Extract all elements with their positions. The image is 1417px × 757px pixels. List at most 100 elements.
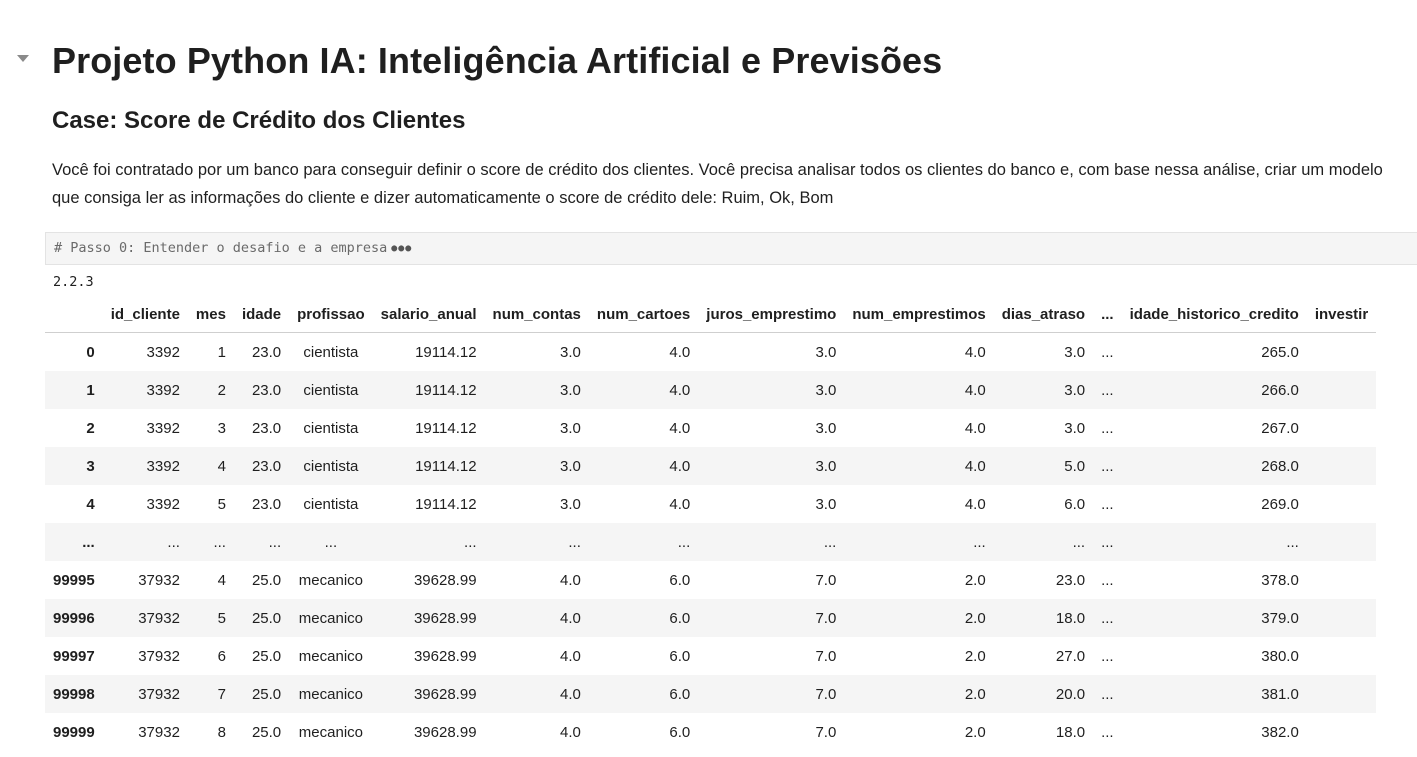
table-cell: 5.0 bbox=[1064, 457, 1086, 475]
row-index: ... bbox=[82, 533, 95, 551]
table-cell: 3.0 bbox=[560, 343, 581, 361]
table-cell: ... bbox=[167, 533, 180, 551]
table-cell: ... bbox=[268, 533, 282, 551]
table-cell: 7.0 bbox=[815, 647, 837, 665]
table-cell: 7.0 bbox=[815, 685, 837, 703]
table-cell: mecanico bbox=[298, 571, 363, 589]
table-cell: 2.0 bbox=[964, 723, 986, 741]
table-cell: 3.0 bbox=[1064, 343, 1086, 361]
table-row: 2 3392 3 23.0 cientista 19114.12 3.0 4.0 3.0 4.0 3… bbox=[45, 409, 1376, 447]
table-row: 99999 37932 8 25.0 mecanico 39628.99 4.0 6.0 7.0… bbox=[45, 713, 1376, 751]
table-cell: ... bbox=[1101, 343, 1114, 361]
table-cell bbox=[1307, 599, 1376, 637]
table-cell: 25.0 bbox=[251, 647, 282, 665]
row-index: 99999 bbox=[53, 723, 95, 741]
table-cell: 267.0 bbox=[1261, 419, 1299, 437]
table-row: 0 3392 1 23.0 cientista 19114.12 3.0 4.0 3.0 4.0 3… bbox=[45, 333, 1376, 372]
table-cell: 23.0 bbox=[251, 381, 282, 399]
table-cell: cientista bbox=[303, 419, 359, 437]
table-cell: 7.0 bbox=[815, 609, 837, 627]
table-cell: 4.0 bbox=[964, 343, 986, 361]
table-cell: ... bbox=[677, 533, 691, 551]
table-cell: 3.0 bbox=[560, 419, 581, 437]
table-cell: 3.0 bbox=[1064, 381, 1086, 399]
column-header: id_cliente bbox=[102, 296, 188, 333]
table-cell: 2.0 bbox=[964, 685, 986, 703]
table-cell: 23.0 bbox=[251, 343, 282, 361]
table-cell: 39628.99 bbox=[413, 571, 477, 589]
table-cell: 19114.12 bbox=[415, 381, 477, 399]
table-cell: ... bbox=[1101, 381, 1114, 399]
column-header: juros_emprestimo bbox=[698, 296, 845, 333]
table-cell: 4.0 bbox=[964, 381, 986, 399]
page-title: Projeto Python IA: Inteligência Artifici… bbox=[52, 40, 943, 81]
table-cell: 266.0 bbox=[1261, 381, 1299, 399]
table-cell: 37932 bbox=[138, 571, 180, 589]
table-cell: 2.0 bbox=[964, 647, 986, 665]
table-cell: 6.0 bbox=[669, 609, 691, 627]
code-cell-text: # Passo 0: Entender o desafio e a empres… bbox=[54, 240, 388, 256]
table-cell: ... bbox=[324, 533, 338, 551]
case-subtitle: Case: Score de Crédito dos Clientes bbox=[52, 107, 466, 134]
table-cell: mecanico bbox=[298, 723, 363, 741]
version-output: 2.2.3 bbox=[53, 274, 94, 290]
table-cell: 20.0 bbox=[1055, 685, 1086, 703]
table-cell: 8 bbox=[217, 723, 226, 741]
table-cell: 23.0 bbox=[251, 419, 282, 437]
table-cell: 381.0 bbox=[1261, 685, 1299, 703]
expand-ellipsis-button[interactable]: ●●● bbox=[391, 243, 413, 254]
table-cell: 2.0 bbox=[964, 609, 986, 627]
table-cell bbox=[1307, 561, 1376, 599]
table-cell: 4.0 bbox=[669, 457, 691, 475]
table-cell: 25.0 bbox=[251, 685, 282, 703]
table-cell: 4.0 bbox=[560, 609, 581, 627]
table-cell: 6.0 bbox=[669, 685, 691, 703]
table-cell bbox=[1307, 675, 1376, 713]
column-header bbox=[45, 296, 103, 333]
table-cell: 3.0 bbox=[815, 495, 837, 513]
table-cell: 4.0 bbox=[669, 419, 691, 437]
table-cell: 7.0 bbox=[815, 723, 837, 741]
table-cell bbox=[1307, 485, 1376, 523]
case-description: Você foi contratado por um banco para co… bbox=[52, 161, 1383, 207]
table-cell: ... bbox=[1101, 571, 1114, 589]
table-row: 4 3392 5 23.0 cientista 19114.12 3.0 4.0 3.0 4.0 6… bbox=[45, 485, 1376, 523]
table-cell: 4.0 bbox=[669, 495, 691, 513]
table-cell: mecanico bbox=[298, 609, 363, 627]
table-cell: 3392 bbox=[146, 457, 180, 475]
table-row: 1 3392 2 23.0 cientista 19114.12 3.0 4.0 3.0 4.0 3… bbox=[45, 371, 1377, 409]
table-cell: 378.0 bbox=[1261, 571, 1299, 589]
collapse-heading-icon[interactable] bbox=[17, 55, 29, 62]
table-cell: ... bbox=[1101, 609, 1114, 627]
table-cell: 39628.99 bbox=[413, 685, 477, 703]
table-row: 99998 37932 7 25.0 mecanico 39628.99 4.0 6.0 7.0… bbox=[45, 675, 1377, 713]
table-cell: 23.0 bbox=[251, 457, 282, 475]
table-cell: 23.0 bbox=[1055, 571, 1086, 589]
table-cell: 3 bbox=[217, 419, 226, 437]
column-header: ... bbox=[1093, 296, 1122, 333]
table-cell: 4 bbox=[217, 571, 226, 589]
table-cell: 27.0 bbox=[1055, 647, 1086, 665]
table-cell: 3392 bbox=[146, 343, 180, 361]
table-cell: ... bbox=[1101, 533, 1114, 551]
table-cell bbox=[1307, 371, 1376, 409]
collapsed-code-cell[interactable]: # Passo 0: Entender o desafio e a empres… bbox=[45, 232, 1417, 265]
table-cell: 268.0 bbox=[1261, 457, 1299, 475]
table-cell: ... bbox=[1286, 533, 1299, 551]
table-cell: 19114.12 bbox=[415, 419, 477, 437]
table-cell: 39628.99 bbox=[413, 723, 477, 741]
table-cell: 7.0 bbox=[815, 571, 837, 589]
table-cell: mecanico bbox=[298, 685, 363, 703]
table-cell: ... bbox=[213, 533, 226, 551]
table-cell: 3392 bbox=[146, 495, 180, 513]
table-cell: 6 bbox=[217, 647, 226, 665]
table-cell: 4.0 bbox=[669, 343, 691, 361]
table-cell: 39628.99 bbox=[413, 647, 477, 665]
table-row: 99995 37932 4 25.0 mecanico 39628.99 4.0 6.0 7.0… bbox=[45, 561, 1376, 599]
table-cell: 4.0 bbox=[560, 571, 581, 589]
table-cell: 265.0 bbox=[1261, 343, 1299, 361]
table-cell: 3.0 bbox=[815, 381, 837, 399]
table-cell: 269.0 bbox=[1261, 495, 1299, 513]
row-index: 99997 bbox=[53, 647, 95, 665]
table-cell: ... bbox=[1101, 685, 1114, 703]
